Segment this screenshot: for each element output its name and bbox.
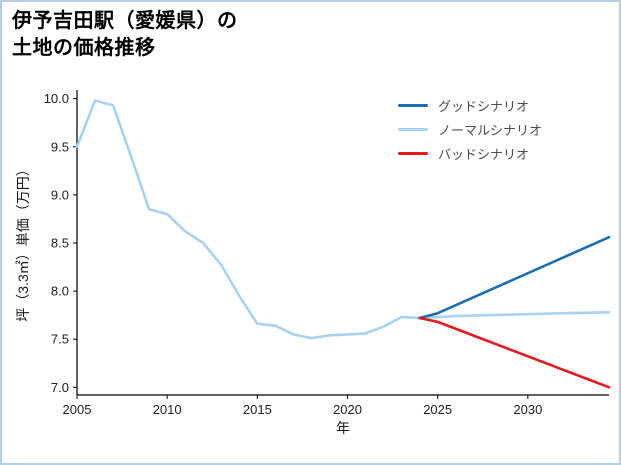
normal-scenario-line-swatch [398,127,428,131]
page-title-line-1: 伊予吉田駅（愛媛県）の [12,10,238,32]
legend-item-bad-scenario: バッドシナリオ [398,141,542,165]
series-line-グッドシナリオ [418,235,611,320]
legend-item-good-scenario: グッドシナリオ [398,93,542,117]
page-title: 伊予吉田駅（愛媛県）の 土地の価格推移 [12,8,238,62]
y-axis-tick-label: 9.5 [51,139,69,154]
x-axis-tick-label: 2005 [63,402,92,417]
series-line-ノーマルシナリオ [75,99,611,340]
y-axis-tick-label: 7.5 [51,332,69,347]
x-axis-tick-label: 2030 [513,402,542,417]
x-axis-tick-label: 2015 [243,402,272,417]
good-scenario-line-swatch [398,103,428,107]
page-title-line-2: 土地の価格推移 [12,37,156,59]
good-scenario-label: グッドシナリオ [438,98,530,114]
y-axis-tick-label: 9.0 [51,187,69,202]
y-axis-tick-label: 10.0 [44,91,69,106]
y-axis-tick-label: 7.0 [51,380,69,395]
y-axis-tick-label: 8.0 [51,284,69,299]
x-axis-tick-label: 2020 [333,402,362,417]
series-line-バッドシナリオ [418,316,611,389]
y-axis-tick-label: 8.5 [51,235,69,250]
y-axis-label: 坪（3.3㎡）単価（万円） [15,162,31,322]
bad-scenario-label: バッドシナリオ [438,146,530,162]
bad-scenario-line-swatch [398,151,428,155]
legend: グッドシナリオ ノーマルシナリオ バッドシナリオ [398,93,542,165]
normal-scenario-label: ノーマルシナリオ [438,122,543,138]
x-axis-tick-label: 2025 [423,402,452,417]
x-axis-label: 年 [336,420,350,436]
x-axis-tick-label: 2010 [153,402,182,417]
legend-item-normal-scenario: ノーマルシナリオ [398,117,542,141]
